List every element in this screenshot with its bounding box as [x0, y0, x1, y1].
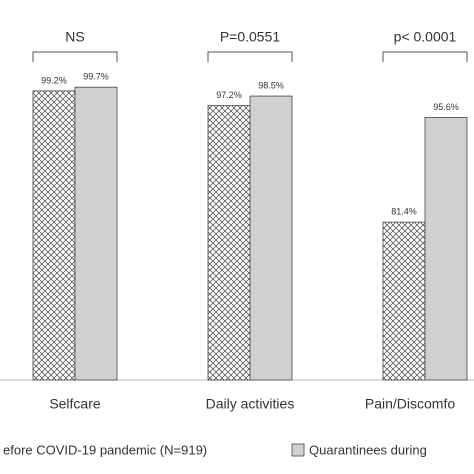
bar	[207, 105, 251, 381]
value-label: 98.5%	[258, 80, 284, 90]
bar	[424, 117, 468, 381]
significance-label: P=0.0551	[220, 29, 281, 45]
bar	[382, 221, 426, 381]
significance-bracket	[382, 51, 468, 62]
bar	[249, 95, 293, 381]
x-tick-label: Pain/Discomfo	[365, 396, 455, 412]
x-tick-label: Daily activities	[206, 396, 295, 412]
value-label: 95.6%	[433, 102, 459, 112]
value-label: 99.2%	[41, 75, 67, 85]
value-label: 97.2%	[216, 90, 242, 100]
legend-swatch	[291, 443, 305, 457]
value-label: 81.4%	[391, 207, 417, 217]
value-label: 99.7%	[83, 72, 109, 82]
bar	[32, 90, 76, 381]
bar	[74, 86, 118, 381]
x-tick-label: Selfcare	[49, 396, 101, 412]
significance-bracket	[32, 51, 118, 62]
significance-label: p< 0.0001	[394, 29, 457, 45]
legend-label: efore COVID-19 pandemic (N=919)	[3, 442, 207, 457]
significance-label: NS	[65, 29, 84, 45]
significance-bracket	[207, 51, 293, 62]
legend-label: Quarantinees during	[309, 442, 427, 457]
